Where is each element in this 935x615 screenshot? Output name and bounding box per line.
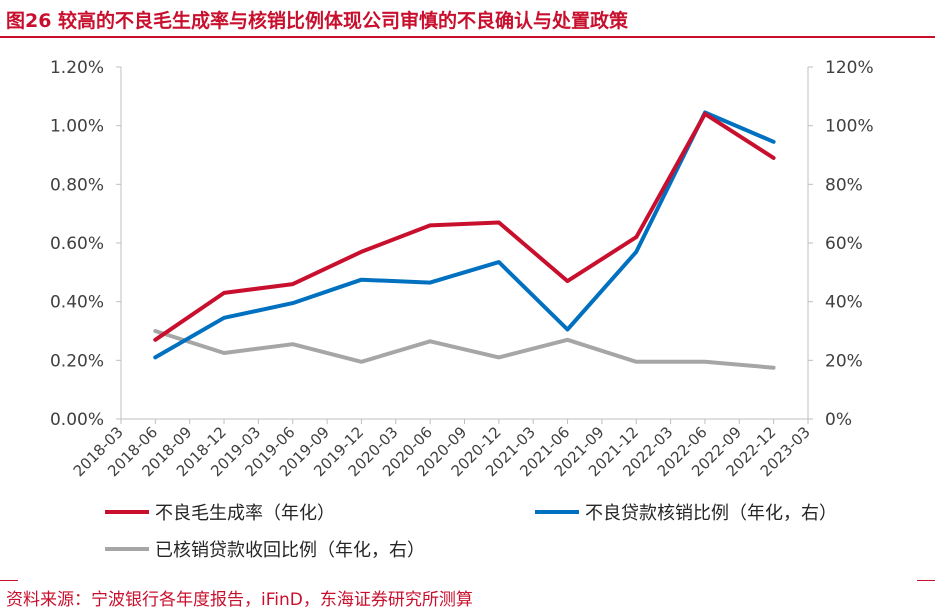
footer-divider-right — [917, 580, 935, 581]
left-tick-label: 1.20% — [50, 58, 104, 78]
left-tick-label: 0.60% — [50, 234, 104, 254]
legend-label: 不良贷款核销比例（年化，右） — [585, 503, 837, 524]
right-tick-label: 0% — [825, 410, 852, 430]
x-axis-ticks: 2018-032018-062018-092018-122019-032019-… — [70, 419, 814, 480]
legend-label: 已核销贷款收回比例（年化，右） — [155, 540, 425, 561]
title-divider — [0, 36, 935, 38]
right-tick-label: 80% — [825, 175, 863, 195]
left-axis-ticks: 0.00% 0.20% 0.40% 0.60% 0.80% 1.00% 1.20% — [50, 58, 121, 430]
series-line-2 — [153, 329, 776, 370]
right-tick-label: 60% — [825, 234, 863, 254]
legend-label: 不良毛生成率（年化） — [155, 503, 335, 524]
line-chart: 0.00% 0.20% 0.40% 0.60% 0.80% 1.00% 1.20% 0% 20… — [50, 58, 874, 561]
right-tick-label: 100% — [825, 117, 874, 137]
left-tick-label: 0.00% — [50, 410, 104, 430]
chart-axes — [120, 67, 809, 420]
chart-legend: 不良毛生成率（年化） 不良贷款核销比例（年化，右） 已核销贷款收回比例（年化，右） — [105, 503, 837, 561]
right-axis-ticks: 0% 20% 40% 60% 80% 100% 120% — [808, 58, 874, 430]
left-tick-label: 1.00% — [50, 117, 104, 137]
right-tick-label: 40% — [825, 293, 863, 313]
series-lines — [153, 110, 776, 370]
source-note: 资料来源：宁波银行各年度报告，iFinD，东海证券研究所测算 — [6, 590, 473, 610]
left-tick-label: 0.80% — [50, 175, 104, 195]
right-tick-label: 120% — [825, 58, 874, 78]
left-tick-label: 0.20% — [50, 351, 104, 371]
left-tick-label: 0.40% — [50, 293, 104, 313]
chart-title: 图26 较高的不良毛生成率与核销比例体现公司审慎的不良确认与处置政策 — [6, 10, 629, 32]
footer-divider-left — [0, 580, 18, 581]
series-line-0 — [153, 111, 776, 342]
right-tick-label: 20% — [825, 351, 863, 371]
series-line-1 — [153, 110, 776, 360]
